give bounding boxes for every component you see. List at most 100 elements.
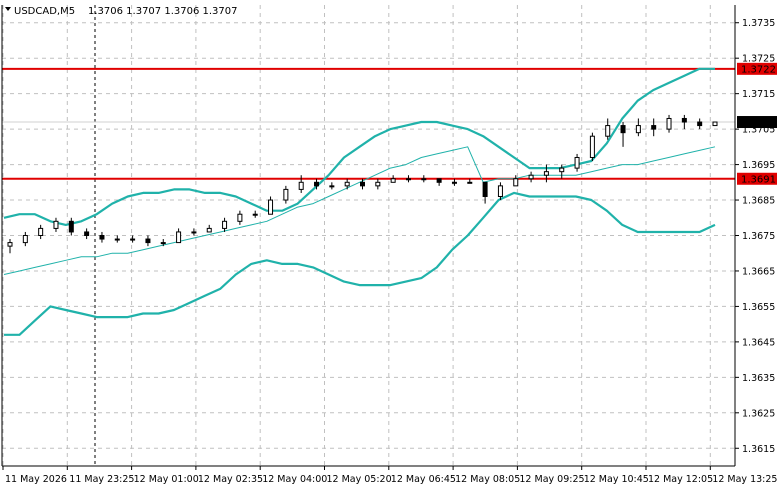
candle bbox=[329, 182, 335, 190]
bollinger-bands bbox=[3, 67, 716, 336]
chart-header: USDCAD,M5 1.3706 1.3707 1.3706 1.3707 bbox=[5, 6, 238, 17]
bollinger-lower-line bbox=[4, 191, 716, 336]
y-axis-ticks: 1.3735 1.3725 1.3715 1.3705 1.3695 1.3685 1.36… bbox=[735, 18, 775, 455]
grid bbox=[2, 5, 735, 466]
candle-body bbox=[559, 167, 565, 173]
ohlc-values: 1.3706 1.3707 1.3706 1.3707 bbox=[88, 6, 238, 17]
candle bbox=[697, 118, 703, 130]
current-price-badge-label: 1.3707 bbox=[741, 118, 776, 129]
candle bbox=[360, 178, 365, 190]
candle-body bbox=[344, 181, 350, 187]
x-tick-label: 12 May 09:25 bbox=[519, 474, 584, 485]
candle bbox=[589, 132, 595, 162]
y-tick-label: 1.3625 bbox=[742, 408, 775, 419]
candle-body bbox=[84, 231, 90, 236]
candle bbox=[252, 210, 258, 218]
candle bbox=[130, 235, 136, 243]
candle bbox=[513, 175, 519, 187]
candle bbox=[559, 164, 565, 179]
candle bbox=[84, 228, 90, 240]
candle bbox=[176, 228, 182, 244]
candle bbox=[451, 178, 457, 186]
y-tick-label: 1.3685 bbox=[742, 196, 775, 207]
x-tick-label: 12 May 01:00 bbox=[134, 474, 199, 485]
candle-body bbox=[697, 121, 703, 127]
candle-body bbox=[68, 220, 74, 233]
level-badge-label: 1.3691 bbox=[741, 174, 776, 185]
candle bbox=[53, 217, 59, 232]
dropdown-triangle-icon[interactable] bbox=[5, 7, 11, 11]
candle-body bbox=[130, 238, 136, 241]
candle-body bbox=[451, 181, 457, 184]
candle bbox=[620, 122, 626, 147]
candle-body bbox=[589, 135, 595, 158]
candle bbox=[421, 175, 427, 183]
candle bbox=[268, 196, 274, 215]
candle-body bbox=[114, 238, 120, 241]
candle-body bbox=[467, 181, 473, 184]
candle bbox=[681, 114, 687, 130]
candle bbox=[237, 210, 243, 225]
candle bbox=[206, 224, 212, 233]
candle bbox=[405, 175, 411, 183]
candle bbox=[344, 178, 350, 190]
candle-body bbox=[298, 181, 304, 190]
candle bbox=[436, 178, 442, 186]
candle bbox=[145, 235, 151, 247]
candle-body bbox=[620, 125, 626, 134]
candle bbox=[160, 239, 166, 247]
candle-body bbox=[176, 231, 182, 244]
candle bbox=[651, 118, 657, 137]
y-tick-label: 1.3655 bbox=[742, 302, 775, 313]
candle-body bbox=[329, 185, 335, 188]
candle bbox=[635, 118, 641, 137]
candle-body bbox=[53, 220, 59, 229]
price-badges: 1.3722 1.3691 1.3707 bbox=[737, 62, 777, 185]
x-tick-label: 12 May 05:20 bbox=[327, 474, 392, 485]
y-tick-label: 1.3705 bbox=[742, 125, 775, 136]
candle-body bbox=[38, 227, 44, 237]
x-tick-label: 12 May 08:05 bbox=[455, 474, 520, 485]
y-tick-label: 1.3635 bbox=[742, 373, 775, 384]
candle-body bbox=[528, 174, 534, 180]
candle bbox=[390, 175, 396, 183]
y-tick-label: 1.3725 bbox=[742, 54, 775, 65]
candle bbox=[298, 175, 304, 193]
y-tick-label: 1.3715 bbox=[742, 89, 775, 100]
x-tick-label: 12 May 06:45 bbox=[391, 474, 456, 485]
candle bbox=[497, 182, 503, 201]
candle-body bbox=[314, 181, 320, 187]
candle-body bbox=[574, 156, 580, 169]
candle bbox=[22, 231, 28, 247]
candle bbox=[574, 153, 580, 172]
candle-body bbox=[283, 188, 289, 201]
y-tick-label: 1.3695 bbox=[742, 160, 775, 171]
candle bbox=[375, 178, 381, 190]
candle-body bbox=[681, 117, 687, 123]
bollinger-middle-line bbox=[3, 146, 716, 275]
candle-body bbox=[421, 178, 427, 181]
candle bbox=[666, 114, 672, 133]
candle-body bbox=[712, 121, 718, 127]
candle bbox=[712, 121, 718, 127]
candle bbox=[114, 235, 120, 243]
candle bbox=[222, 217, 228, 232]
candle-body bbox=[268, 199, 274, 215]
candle-body bbox=[497, 185, 503, 197]
x-tick-label: 11 May 2026 bbox=[5, 474, 67, 485]
x-tick-label: 12 May 12:05 bbox=[648, 474, 713, 485]
candle-body bbox=[99, 235, 105, 240]
candle bbox=[191, 228, 197, 236]
candle-body bbox=[7, 242, 13, 247]
candle bbox=[283, 185, 289, 204]
candle-body bbox=[206, 227, 212, 233]
y-tick-label: 1.3645 bbox=[742, 337, 775, 348]
candle-body bbox=[252, 213, 258, 216]
level-badge-bg bbox=[737, 62, 777, 75]
candle-body bbox=[543, 171, 549, 176]
y-tick-label: 1.3665 bbox=[742, 266, 775, 277]
candle-body bbox=[482, 181, 488, 197]
level-badge-label: 1.3722 bbox=[741, 64, 776, 75]
